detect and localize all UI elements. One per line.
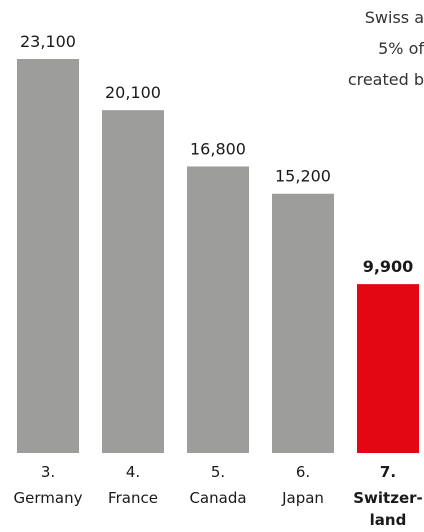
bar-1: [102, 110, 164, 454]
value-label-4: 9,900: [363, 257, 414, 276]
category-label-3: Japan: [281, 489, 324, 507]
rank-label-1: 4.: [126, 463, 140, 481]
annotation-line-3: created b: [347, 70, 424, 89]
category-label-0: Germany: [14, 489, 83, 507]
category-label-2: Canada: [189, 489, 246, 507]
bar-4: [357, 284, 419, 453]
value-label-0: 23,100: [20, 32, 76, 51]
value-label-2: 16,800: [190, 139, 246, 158]
rank-label-4: 7.: [380, 463, 396, 481]
bar-3: [272, 193, 334, 454]
rank-label-2: 5.: [211, 463, 225, 481]
annotation-line-2: 5% of: [378, 39, 424, 58]
value-label-3: 15,200: [275, 167, 331, 186]
category-label-4-line-1: land: [370, 511, 407, 529]
value-label-1: 20,100: [105, 83, 161, 102]
rank-label-3: 6.: [296, 463, 310, 481]
category-label-1: France: [108, 489, 158, 507]
rank-label-0: 3.: [41, 463, 55, 481]
category-label-4-line-0: Switzer-: [353, 489, 423, 507]
bar-0: [17, 59, 79, 453]
bar-2: [187, 166, 249, 454]
annotation-line-1: Swiss a: [364, 8, 424, 27]
